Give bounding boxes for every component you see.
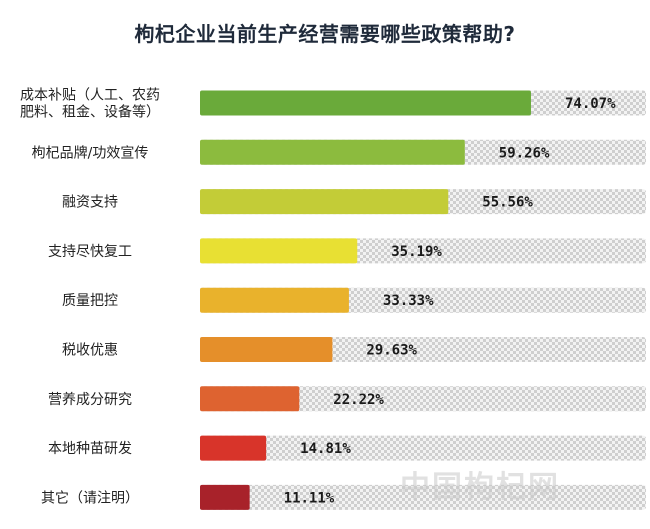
value-label: 22.22% xyxy=(333,392,384,408)
bar xyxy=(200,238,358,264)
chart-title: 枸杞企业当前生产经营需要哪些政策帮助? xyxy=(134,22,516,46)
category-label: 成本补贴（人工、农药 xyxy=(20,88,160,104)
category-label: 支持尽快复工 xyxy=(48,243,132,260)
value-label: 33.33% xyxy=(383,293,434,309)
category-label: 营养成分研究 xyxy=(48,392,132,408)
bar xyxy=(200,337,333,362)
bar xyxy=(200,435,267,461)
value-label: 29.63% xyxy=(366,343,417,359)
bar xyxy=(200,484,250,510)
category-label: 税收优惠 xyxy=(62,343,118,359)
category-label: 其它（请注明） xyxy=(41,489,139,506)
bar xyxy=(200,139,465,165)
value-label: 14.81% xyxy=(300,441,351,457)
bar-track xyxy=(200,386,646,412)
bar xyxy=(200,189,449,215)
category-label: 枸杞品牌/功效宣传 xyxy=(32,144,149,161)
bar-track xyxy=(200,484,646,510)
category-label: 质量把控 xyxy=(62,293,118,309)
bar xyxy=(200,386,300,412)
value-label: 55.56% xyxy=(482,195,533,211)
value-label: 59.26% xyxy=(499,145,550,161)
value-label: 11.11% xyxy=(284,490,335,506)
category-label: 融资支持 xyxy=(62,195,118,211)
category-label: 肥料、租金、设备等） xyxy=(20,104,160,121)
bar-track xyxy=(200,435,646,461)
value-label: 74.07% xyxy=(565,96,616,112)
bar xyxy=(200,90,531,116)
category-label: 本地种苗研发 xyxy=(48,441,132,457)
bar xyxy=(200,287,349,313)
value-label: 35.19% xyxy=(391,244,442,260)
